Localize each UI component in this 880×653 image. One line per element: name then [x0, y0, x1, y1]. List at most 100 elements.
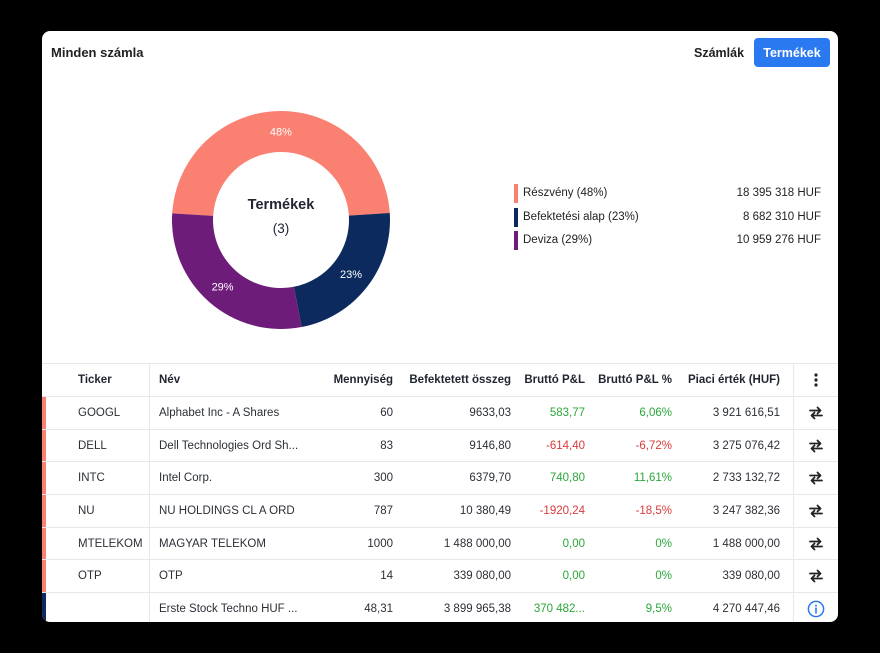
- column-divider: [793, 397, 794, 429]
- donut-svg: 48% 23% 29%: [172, 111, 390, 329]
- table-row[interactable]: DELL Dell Technologies Ord Sh... 83 9146,80…: [42, 428, 838, 462]
- page-title: Minden számla: [51, 45, 144, 60]
- accounts-card: Minden számla Számlák Termékek 48% 23% 29%…: [42, 31, 838, 622]
- column-divider: [149, 495, 150, 527]
- table-row[interactable]: Erste Stock Techno HUF ... 48,31 3 899 965…: [42, 592, 838, 622]
- cell-name: Intel Corp.: [159, 472, 213, 485]
- cell-name: Erste Stock Techno HUF ...: [159, 602, 298, 615]
- category-stripe: [42, 429, 46, 462]
- legend-item: Részvény (48%) 18 395 318 HUF: [514, 183, 824, 207]
- cell-ticker: GOOGL: [78, 406, 121, 419]
- cell-market-value: 1 488 000,00: [712, 537, 780, 550]
- column-divider: [149, 429, 150, 462]
- category-stripe: [42, 397, 46, 429]
- cell-gross-pl: 583,77: [549, 406, 585, 419]
- header-gross-pl-percent[interactable]: Bruttó P&L %: [598, 374, 672, 386]
- table-row[interactable]: GOOGL Alphabet Inc - A Shares 60 9633,03 583…: [42, 396, 838, 429]
- column-divider: [149, 364, 150, 396]
- cell-ticker: OTP: [78, 570, 102, 583]
- header-invested[interactable]: Befektetett összeg: [409, 374, 511, 386]
- cell-ticker: MTELEKOM: [78, 537, 143, 550]
- cell-gross-pl-percent: -18,5%: [635, 504, 672, 517]
- cell-name: MAGYAR TELEKOM: [159, 537, 266, 550]
- cell-ticker: [78, 593, 148, 622]
- column-divider: [149, 527, 150, 560]
- legend-swatch: [514, 184, 518, 203]
- header-market-value[interactable]: Piaci érték (HUF): [687, 374, 780, 386]
- column-divider: [149, 397, 150, 429]
- legend-item: Deviza (29%) 10 959 276 HUF: [514, 230, 824, 254]
- cell-gross-pl: 370 482...: [533, 602, 585, 615]
- cell-quantity: 48,31: [364, 602, 393, 615]
- cell-gross-pl-percent: 0%: [655, 570, 672, 583]
- column-divider: [793, 495, 794, 527]
- legend-label: Deviza (29%): [523, 234, 593, 246]
- cell-quantity: 787: [373, 504, 393, 517]
- cell-market-value: 2 733 132,72: [712, 472, 780, 485]
- legend-label: Befektetési alap (23%): [523, 210, 639, 223]
- donut-slice-befektet-si-alap[interactable]: [293, 212, 390, 328]
- table-row[interactable]: NU NU HOLDINGS CL A ORD 787 10 380,49 -1920,…: [42, 494, 838, 527]
- column-divider: [793, 429, 794, 462]
- cell-invested: 1 488 000,00: [443, 537, 511, 550]
- cell-gross-pl-percent: 6,06%: [639, 406, 672, 419]
- transfer-icon[interactable]: [794, 430, 838, 462]
- header-name[interactable]: Név: [159, 374, 181, 386]
- column-divider: [793, 593, 794, 622]
- cell-name: NU HOLDINGS CL A ORD: [159, 504, 295, 517]
- cell-quantity: 83: [380, 439, 393, 452]
- cell-ticker: DELL: [78, 439, 107, 452]
- donut-slice-label: 23%: [340, 269, 362, 281]
- column-divider: [149, 593, 150, 622]
- table-row[interactable]: OTP OTP 14 339 080,00 0,00 0% 339 080,00: [42, 559, 838, 593]
- cell-gross-pl: -1920,24: [539, 504, 585, 517]
- donut-slice-label: 48%: [270, 127, 292, 139]
- table-row[interactable]: INTC Intel Corp. 300 6379,70 740,80 11,61% 2 7…: [42, 461, 838, 495]
- transfer-icon[interactable]: [794, 560, 838, 592]
- transfer-icon[interactable]: [794, 495, 838, 527]
- transfer-icon[interactable]: [794, 397, 838, 429]
- legend-label: Részvény (48%): [523, 187, 608, 199]
- cell-quantity: 300: [373, 472, 393, 485]
- legend-item: Befektetési alap (23%) 8 682 310 HUF: [514, 207, 824, 231]
- category-stripe: [42, 462, 46, 495]
- cell-market-value: 4 270 447,46: [712, 602, 780, 615]
- category-stripe: [42, 527, 46, 560]
- cell-gross-pl: -614,40: [545, 439, 585, 452]
- cell-invested: 6379,70: [469, 472, 511, 485]
- cell-gross-pl-percent: 11,61%: [633, 472, 672, 485]
- info-icon[interactable]: [794, 593, 838, 622]
- column-divider: [793, 364, 794, 396]
- cell-quantity: 14: [380, 570, 393, 583]
- cell-gross-pl: 0,00: [562, 537, 585, 550]
- products-tab-button[interactable]: Termékek: [754, 38, 830, 67]
- cell-invested: 3 899 965,38: [443, 602, 511, 615]
- donut-slice-deviza[interactable]: [172, 213, 302, 329]
- cell-invested: 9146,80: [469, 439, 511, 452]
- transfer-icon[interactable]: [794, 462, 838, 494]
- cell-name: OTP: [159, 570, 183, 583]
- cell-market-value: 3 247 382,36: [712, 504, 780, 517]
- cell-invested: 9633,03: [469, 406, 511, 419]
- cell-gross-pl-percent: 9,5%: [645, 602, 672, 615]
- cell-quantity: 60: [380, 406, 393, 419]
- column-divider: [793, 462, 794, 495]
- transfer-icon[interactable]: [794, 528, 838, 560]
- cell-gross-pl-percent: -6,72%: [635, 439, 672, 452]
- cell-market-value: 3 275 076,42: [712, 439, 780, 452]
- table-row[interactable]: MTELEKOM MAGYAR TELEKOM 1000 1 488 000,00 0,…: [42, 526, 838, 560]
- cell-name: Alphabet Inc - A Shares: [159, 406, 280, 419]
- chart-legend: Részvény (48%) 18 395 318 HUF Befektetés…: [514, 183, 824, 254]
- column-divider: [149, 560, 150, 593]
- header-quantity[interactable]: Mennyiség: [333, 374, 393, 386]
- header-gross-pl[interactable]: Bruttó P&L: [524, 374, 585, 386]
- header-ticker[interactable]: Ticker: [78, 374, 112, 386]
- donut-slice-r-szv-ny[interactable]: [172, 111, 390, 216]
- cell-invested: 339 080,00: [453, 570, 511, 583]
- accounts-tab-button[interactable]: Számlák: [686, 39, 752, 67]
- category-stripe: [42, 593, 46, 622]
- table-header-row: Ticker Név Mennyiség Befektetett összeg …: [42, 363, 838, 396]
- more-vertical-icon[interactable]: [794, 364, 838, 396]
- holdings-table: Ticker Név Mennyiség Befektetett összeg …: [42, 363, 838, 622]
- column-divider: [793, 527, 794, 560]
